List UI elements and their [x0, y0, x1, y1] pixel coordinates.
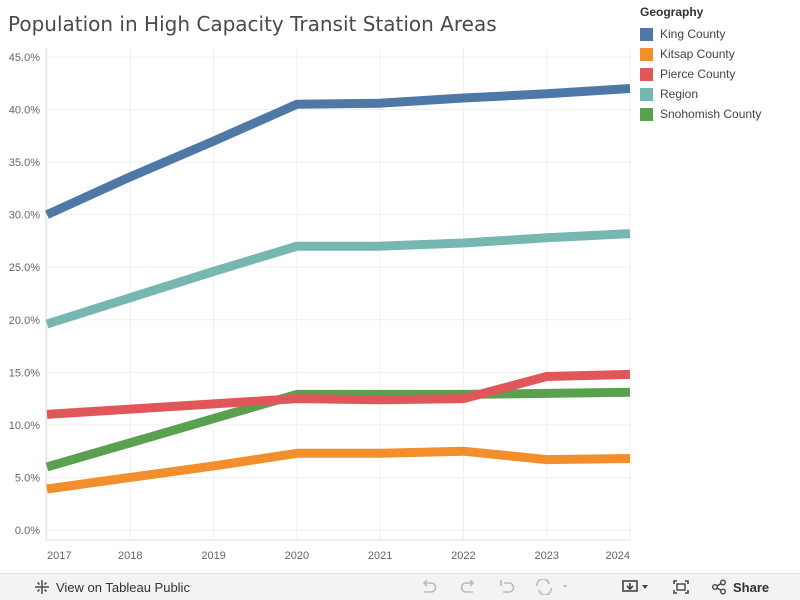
chart-title: Population in High Capacity Transit Stat… [8, 12, 497, 36]
series-line-snohomish-county[interactable] [45, 387, 631, 472]
x-tick-label: 2022 [451, 550, 475, 562]
y-tick-label: 0.0% [15, 525, 40, 537]
legend-swatch [640, 107, 653, 121]
y-tick-label: 20.0% [9, 315, 40, 327]
legend: Geography King County Kitsap County Pier… [640, 5, 761, 124]
x-tick-label: 2024 [606, 550, 630, 562]
redo-icon [460, 579, 475, 593]
legend-label: Region [660, 87, 699, 101]
fullscreen-button[interactable] [672, 579, 690, 595]
view-on-tableau-label: View on Tableau Public [56, 579, 190, 595]
series-line-region[interactable] [45, 229, 631, 329]
y-tick-label: 40.0% [9, 105, 40, 117]
y-tick-label: 15.0% [9, 367, 40, 379]
undo-icon [422, 579, 437, 593]
x-tick-label: 2021 [368, 550, 392, 562]
line-chart[interactable]: 0.0% 5.0% 10.0% 15.0% 20.0% 25.0% 30.0% 35.0% 40… [0, 0, 800, 572]
legend-item-pierce-county[interactable]: Pierce County [640, 64, 761, 84]
revert-icon [500, 580, 515, 593]
x-tick-label: 2019 [201, 550, 225, 562]
legend-item-kitsap-county[interactable]: Kitsap County [640, 44, 761, 64]
legend-swatch [640, 87, 653, 101]
revert-button[interactable] [498, 579, 516, 595]
refresh-icon [536, 579, 567, 595]
fullscreen-icon [673, 580, 689, 594]
legend-item-region[interactable]: Region [640, 84, 761, 104]
share-icon [712, 579, 726, 595]
legend-label: Pierce County [660, 67, 736, 81]
legend-label: Snohomish County [660, 107, 762, 121]
y-tick-label: 30.0% [9, 210, 40, 222]
y-tick-label: 25.0% [9, 262, 40, 274]
series-line-kitsap-county[interactable] [46, 446, 631, 494]
legend-item-snohomish-county[interactable]: Snohomish County [640, 104, 761, 124]
legend-label: Kitsap County [660, 47, 735, 61]
legend-label: King County [660, 27, 726, 41]
legend-title: Geography [640, 5, 704, 19]
x-tick-label: 2017 [47, 550, 71, 562]
download-button[interactable] [622, 579, 652, 595]
series-line-pierce-county[interactable] [46, 369, 631, 419]
legend-swatch [640, 47, 653, 61]
y-tick-label: 45.0% [9, 52, 40, 64]
y-tick-label: 5.0% [15, 472, 40, 484]
undo-button[interactable] [420, 579, 438, 595]
series-lines[interactable] [45, 84, 631, 494]
x-tick-label: 2023 [534, 550, 558, 562]
refresh-button[interactable] [535, 579, 569, 595]
legend-swatch [640, 67, 653, 81]
legend-item-king-county[interactable]: King County [640, 24, 761, 44]
legend-swatch [640, 27, 653, 41]
y-tick-label: 10.0% [9, 420, 40, 432]
x-tick-label: 2020 [285, 550, 309, 562]
view-on-tableau-button[interactable]: View on Tableau Public [34, 579, 190, 595]
axes: 0.0% 5.0% 10.0% 15.0% 20.0% 25.0% 30.0% 35.0% 40… [9, 48, 631, 562]
x-tick-label: 2018 [118, 550, 142, 562]
series-line-king-county[interactable] [45, 84, 631, 219]
tableau-toolbar: View on Tableau Public [0, 573, 800, 600]
share-label: Share [733, 579, 770, 595]
download-icon [622, 580, 648, 592]
redo-button[interactable] [459, 579, 477, 595]
share-button[interactable]: Share [711, 579, 769, 595]
y-tick-label: 35.0% [9, 157, 40, 169]
tableau-logo-icon [35, 580, 49, 594]
gridlines [46, 48, 631, 540]
